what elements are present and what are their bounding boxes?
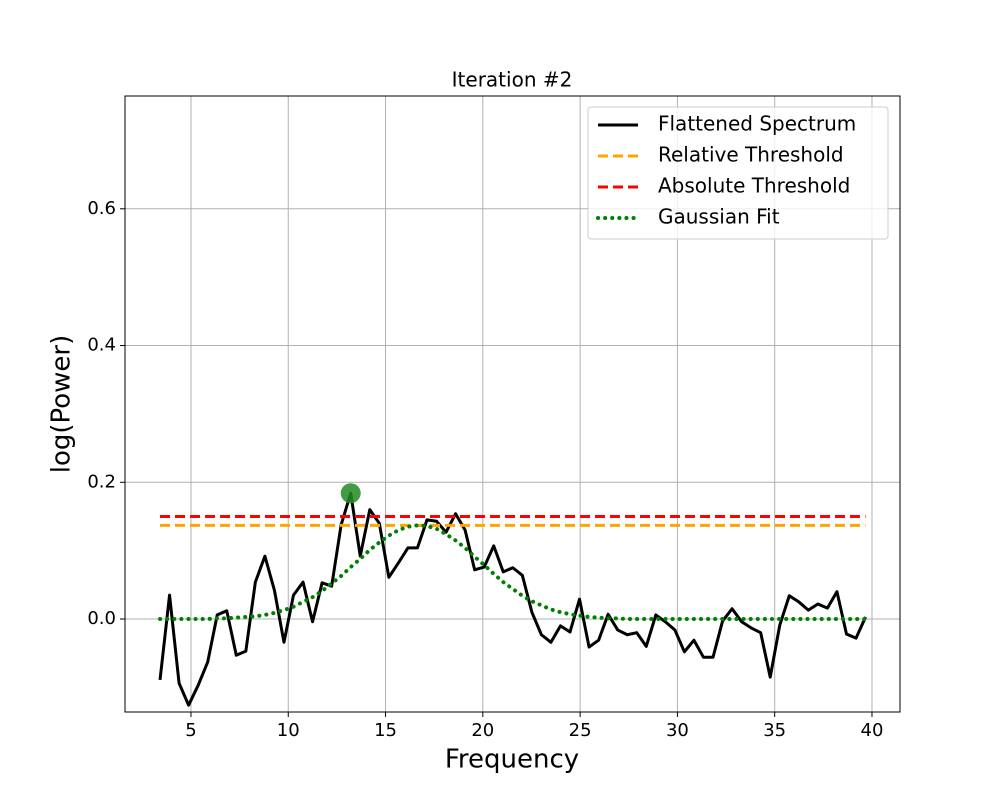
y-tick-label: 0.4 (87, 335, 116, 356)
plot-frame (124, 95, 901, 713)
chart-title: Iteration #2 (452, 68, 573, 92)
x-tick-label: 35 (763, 720, 786, 741)
x-tick-label: 10 (277, 720, 300, 741)
legend-box (587, 106, 889, 240)
x-tick-label: 20 (471, 720, 494, 741)
legend-label: Absolute Threshold (658, 174, 850, 198)
legend-label: Relative Threshold (658, 143, 844, 167)
y-tick-label: 0.2 (87, 471, 116, 492)
y-tick-label: 0.6 (87, 198, 116, 219)
legend-label: Gaussian Fit (658, 205, 780, 229)
y-tick-label: 0.0 (87, 608, 116, 629)
x-axis-label: Frequency (445, 745, 579, 775)
x-tick-label: 30 (666, 720, 689, 741)
x-tick-label: 15 (374, 720, 397, 741)
legend-label: Flattened Spectrum (658, 112, 856, 136)
x-tick-label: 5 (185, 720, 196, 741)
x-tick-label: 40 (861, 720, 884, 741)
series-line (158, 491, 867, 707)
y-axis-label: log(Power) (47, 335, 77, 474)
peak-marker (340, 483, 361, 504)
series-line (158, 523, 868, 622)
x-tick-label: 25 (569, 720, 592, 741)
